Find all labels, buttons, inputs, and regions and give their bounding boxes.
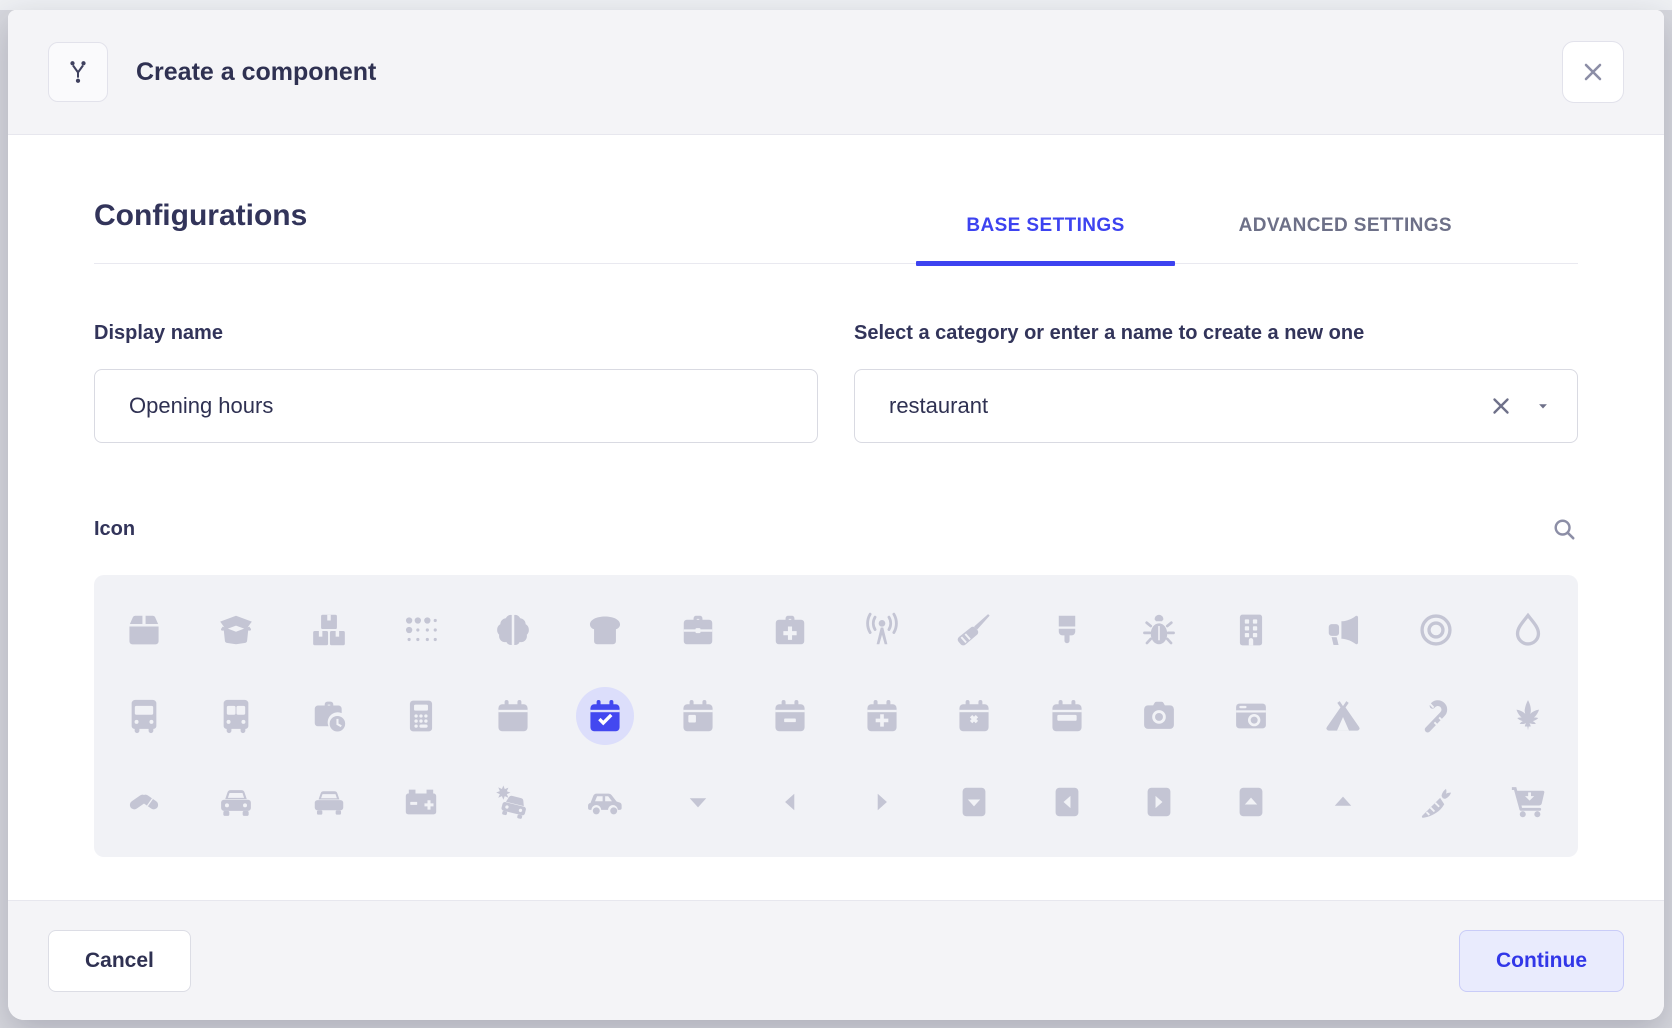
burn-icon[interactable] xyxy=(1482,587,1574,673)
camera-retro-icon[interactable] xyxy=(1205,673,1297,759)
bus-icon[interactable] xyxy=(98,673,190,759)
calculator-icon[interactable] xyxy=(375,673,467,759)
building-icon[interactable] xyxy=(1205,587,1297,673)
continue-button[interactable]: Continue xyxy=(1459,929,1624,992)
briefcase-medical-icon[interactable] xyxy=(744,587,836,673)
bullseye-icon[interactable] xyxy=(1390,587,1482,673)
calendar-check-icon[interactable] xyxy=(559,673,651,759)
candy-cane-icon[interactable] xyxy=(1390,673,1482,759)
component-branch-icon xyxy=(48,42,108,102)
bus-alt-icon[interactable] xyxy=(190,673,282,759)
caret-square-right-icon[interactable] xyxy=(1113,759,1205,845)
caret-down-icon[interactable] xyxy=(652,759,744,845)
calendar-minus-icon[interactable] xyxy=(744,673,836,759)
calendar-icon[interactable] xyxy=(467,673,559,759)
calendar-day-icon[interactable] xyxy=(652,673,744,759)
calendar-times-icon[interactable] xyxy=(928,673,1020,759)
icon-grid xyxy=(94,575,1578,857)
boxes-stacked-icon[interactable] xyxy=(283,587,375,673)
modal-title: Create a component xyxy=(136,57,377,86)
tab-base-settings[interactable]: BASE SETTINGS xyxy=(916,215,1175,266)
caret-left-icon[interactable] xyxy=(744,759,836,845)
caret-square-left-icon[interactable] xyxy=(1021,759,1113,845)
bread-slice-icon[interactable] xyxy=(559,587,651,673)
category-field: Select a category or enter a name to cre… xyxy=(854,322,1578,443)
calendar-plus-icon[interactable] xyxy=(836,673,928,759)
bullhorn-icon[interactable] xyxy=(1297,587,1389,673)
car-side-icon[interactable] xyxy=(559,759,651,845)
carrot-icon[interactable] xyxy=(1390,759,1482,845)
caret-square-down-icon[interactable] xyxy=(928,759,1020,845)
campground-icon[interactable] xyxy=(1297,673,1389,759)
modal-body: Configurations BASE SETTINGS ADVANCED SE… xyxy=(8,135,1664,900)
business-time-icon[interactable] xyxy=(283,673,375,759)
page-title: Configurations xyxy=(94,199,308,232)
modal-footer: Cancel Continue xyxy=(8,900,1664,1020)
brush-icon[interactable] xyxy=(1021,587,1113,673)
car-alt-icon[interactable] xyxy=(283,759,375,845)
broadcast-tower-icon[interactable] xyxy=(836,587,928,673)
form-fields-row: Display name Select a category or enter … xyxy=(94,322,1578,443)
car-icon[interactable] xyxy=(190,759,282,845)
car-crash-icon[interactable] xyxy=(467,759,559,845)
display-name-label: Display name xyxy=(94,322,223,344)
braille-icon[interactable] xyxy=(375,587,467,673)
icon-picker-label: Icon xyxy=(94,517,136,540)
category-clear-icon[interactable] xyxy=(1488,369,1514,443)
brain-icon[interactable] xyxy=(467,587,559,673)
modal-header: Create a component xyxy=(8,10,1664,135)
briefcase-icon[interactable] xyxy=(652,587,744,673)
cannabis-icon[interactable] xyxy=(1482,673,1574,759)
settings-tabs: BASE SETTINGS ADVANCED SETTINGS xyxy=(852,215,1452,266)
category-label: Select a category or enter a name to cre… xyxy=(854,322,1365,344)
box-open-icon[interactable] xyxy=(190,587,282,673)
car-battery-icon[interactable] xyxy=(375,759,467,845)
selected-icon-halo xyxy=(576,687,635,745)
icon-picker-header: Icon xyxy=(94,515,1578,543)
display-name-input[interactable] xyxy=(94,369,818,443)
create-component-modal: Create a component Configurations BASE S… xyxy=(8,10,1664,1020)
broom-icon[interactable] xyxy=(928,587,1020,673)
caret-right-icon[interactable] xyxy=(836,759,928,845)
caret-square-up-icon[interactable] xyxy=(1205,759,1297,845)
capsules-icon[interactable] xyxy=(98,759,190,845)
close-icon xyxy=(1579,58,1607,86)
cancel-button[interactable]: Cancel xyxy=(48,929,191,992)
configurations-header-row: Configurations BASE SETTINGS ADVANCED SE… xyxy=(94,199,1578,266)
camera-icon[interactable] xyxy=(1113,673,1205,759)
caret-up-icon[interactable] xyxy=(1297,759,1389,845)
cart-arrow-down-icon[interactable] xyxy=(1482,759,1574,845)
category-caret-down-icon[interactable] xyxy=(1534,369,1552,443)
tab-advanced-settings[interactable]: ADVANCED SETTINGS xyxy=(1238,215,1452,236)
box-icon[interactable] xyxy=(98,587,190,673)
category-input[interactable] xyxy=(854,369,1578,443)
bug-icon[interactable] xyxy=(1113,587,1205,673)
calendar-week-icon[interactable] xyxy=(1021,673,1113,759)
close-button[interactable] xyxy=(1562,41,1624,103)
search-icon[interactable] xyxy=(1550,515,1578,543)
display-name-field: Display name xyxy=(94,322,818,443)
